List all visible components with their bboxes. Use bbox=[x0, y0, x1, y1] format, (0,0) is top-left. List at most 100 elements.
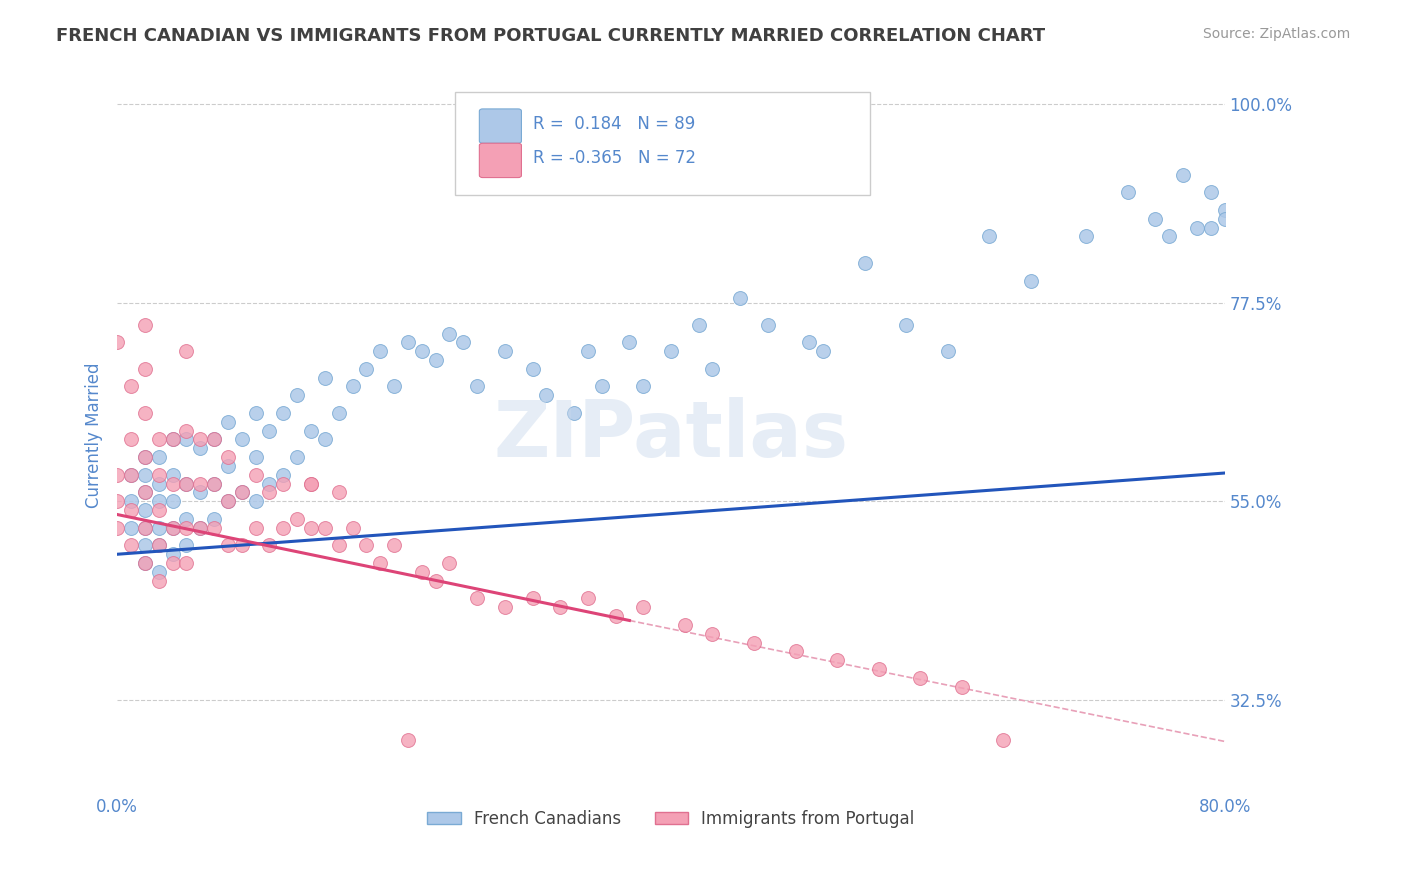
Text: Source: ZipAtlas.com: Source: ZipAtlas.com bbox=[1202, 27, 1350, 41]
Point bbox=[134, 450, 156, 464]
Point bbox=[299, 476, 322, 491]
Point bbox=[202, 433, 225, 447]
Point bbox=[162, 433, 184, 447]
Point bbox=[134, 538, 156, 552]
Point bbox=[465, 379, 488, 393]
Point bbox=[134, 503, 156, 517]
Point bbox=[231, 433, 253, 447]
Point bbox=[562, 406, 585, 420]
Point bbox=[633, 600, 655, 615]
Point bbox=[120, 433, 142, 447]
Point bbox=[231, 485, 253, 500]
Point bbox=[896, 318, 918, 332]
Point bbox=[1144, 211, 1167, 226]
Point bbox=[245, 494, 267, 508]
Point bbox=[134, 467, 156, 482]
Point bbox=[176, 556, 198, 570]
Point bbox=[120, 503, 142, 517]
Point bbox=[176, 433, 198, 447]
Point bbox=[148, 565, 170, 579]
Point bbox=[231, 485, 253, 500]
Point bbox=[148, 503, 170, 517]
Point bbox=[548, 600, 571, 615]
Point bbox=[148, 467, 170, 482]
Point bbox=[993, 732, 1015, 747]
Point bbox=[176, 476, 198, 491]
Point bbox=[356, 538, 378, 552]
Point bbox=[162, 476, 184, 491]
Point bbox=[148, 476, 170, 491]
Point bbox=[202, 476, 225, 491]
Point bbox=[1159, 229, 1181, 244]
Point bbox=[742, 635, 765, 649]
Point bbox=[202, 433, 225, 447]
Point bbox=[188, 433, 211, 447]
Point bbox=[148, 494, 170, 508]
Point bbox=[176, 512, 198, 526]
Point bbox=[1173, 168, 1195, 182]
Point bbox=[202, 476, 225, 491]
Point bbox=[273, 476, 295, 491]
Point bbox=[217, 458, 239, 473]
Point bbox=[314, 433, 336, 447]
Point bbox=[202, 512, 225, 526]
Point bbox=[134, 318, 156, 332]
Text: R = -0.365   N = 72: R = -0.365 N = 72 bbox=[533, 149, 696, 168]
Point bbox=[162, 521, 184, 535]
Point bbox=[328, 406, 350, 420]
Point bbox=[576, 591, 599, 606]
Point bbox=[936, 344, 959, 359]
Point bbox=[148, 538, 170, 552]
Point bbox=[702, 626, 724, 640]
Point bbox=[756, 318, 779, 332]
Point bbox=[202, 521, 225, 535]
Point bbox=[188, 521, 211, 535]
Point bbox=[134, 521, 156, 535]
Point bbox=[134, 556, 156, 570]
Point bbox=[273, 521, 295, 535]
Point bbox=[1199, 220, 1222, 235]
Point bbox=[105, 521, 128, 535]
Point bbox=[702, 361, 724, 376]
Point bbox=[105, 467, 128, 482]
Point bbox=[1076, 229, 1098, 244]
Point bbox=[799, 335, 821, 350]
Point bbox=[605, 609, 627, 624]
Point bbox=[411, 344, 433, 359]
Point bbox=[259, 485, 281, 500]
Point bbox=[425, 574, 447, 588]
Point bbox=[396, 335, 419, 350]
Point bbox=[188, 485, 211, 500]
Point bbox=[368, 556, 391, 570]
Point bbox=[162, 556, 184, 570]
Point bbox=[259, 476, 281, 491]
Point bbox=[134, 406, 156, 420]
Point bbox=[453, 335, 475, 350]
Point bbox=[217, 415, 239, 429]
Point bbox=[231, 538, 253, 552]
Point bbox=[120, 521, 142, 535]
Text: R =  0.184   N = 89: R = 0.184 N = 89 bbox=[533, 115, 695, 133]
Point bbox=[328, 485, 350, 500]
Y-axis label: Currently Married: Currently Married bbox=[86, 362, 103, 508]
Point bbox=[245, 406, 267, 420]
Point bbox=[673, 618, 696, 632]
Point bbox=[299, 476, 322, 491]
Point bbox=[494, 344, 516, 359]
Point bbox=[813, 344, 835, 359]
Point bbox=[314, 370, 336, 384]
Point bbox=[245, 467, 267, 482]
Point bbox=[162, 433, 184, 447]
Point bbox=[396, 732, 419, 747]
Legend: French Canadians, Immigrants from Portugal: French Canadians, Immigrants from Portug… bbox=[420, 803, 921, 834]
Point bbox=[217, 494, 239, 508]
Point bbox=[285, 450, 308, 464]
Point bbox=[273, 406, 295, 420]
Point bbox=[825, 653, 848, 667]
Point bbox=[299, 521, 322, 535]
Point bbox=[382, 538, 405, 552]
Point bbox=[285, 388, 308, 402]
Point bbox=[425, 353, 447, 368]
Point bbox=[411, 565, 433, 579]
Point bbox=[633, 379, 655, 393]
